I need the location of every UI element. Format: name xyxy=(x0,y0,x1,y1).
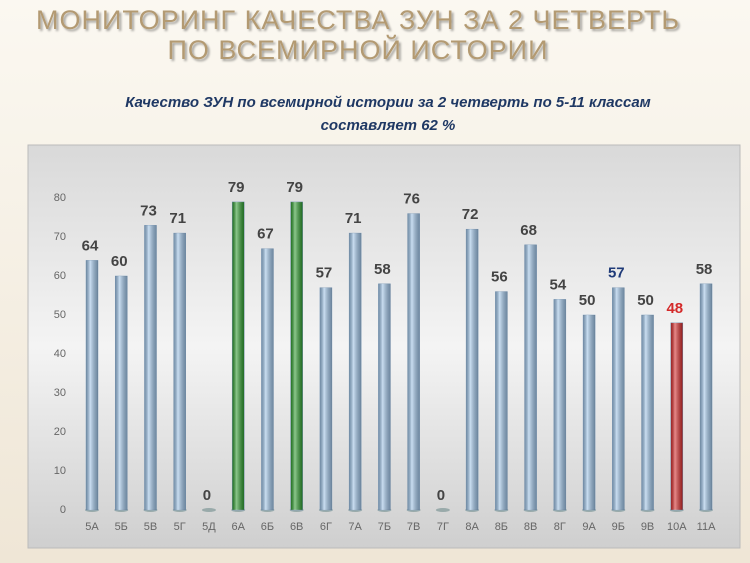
x-tick-label: 7Г xyxy=(437,521,449,533)
x-tick-label: 7В xyxy=(407,521,420,533)
value-label: 57 xyxy=(316,265,333,282)
bar-shine xyxy=(349,233,362,510)
x-tick-label: 7Б xyxy=(378,521,391,533)
bar-shine xyxy=(700,283,713,510)
x-tick-label: 6Г xyxy=(320,521,332,533)
x-tick-label: 5Г xyxy=(174,521,186,533)
x-tick-label: 6А xyxy=(231,521,245,533)
title-line: ПО ВСЕМИРНОЙ ИСТОРИИ xyxy=(168,34,549,65)
x-tick-label: 8А xyxy=(465,521,479,533)
value-label: 68 xyxy=(520,222,537,239)
x-tick-label: 7А xyxy=(348,521,362,533)
x-tick-label: 9Б xyxy=(612,521,625,533)
bar-shine xyxy=(378,283,391,510)
x-tick-label: 6Б xyxy=(261,521,274,533)
bar-shine xyxy=(466,229,479,510)
subtitle-line: составляет 62 % xyxy=(321,117,456,134)
value-label: 54 xyxy=(549,276,566,293)
value-label: 79 xyxy=(228,179,245,196)
x-tick-label: 10А xyxy=(667,521,687,533)
x-tick-label: 5Б xyxy=(115,521,128,533)
value-label: 73 xyxy=(140,202,157,219)
value-label: 50 xyxy=(579,292,596,309)
y-tick-label: 40 xyxy=(54,348,66,360)
subtitle-line: Качество ЗУН по всемирной истории за 2 ч… xyxy=(125,94,651,111)
value-label: 0 xyxy=(437,487,445,504)
title-line: МОНИТОРИНГ КАЧЕСТВА ЗУН ЗА 2 ЧЕТВЕРТЬ xyxy=(36,5,680,35)
y-tick-label: 50 xyxy=(54,309,66,321)
bar-base xyxy=(201,508,216,512)
value-label: 72 xyxy=(462,206,479,223)
bar-shine xyxy=(173,233,186,510)
x-tick-label: 6В xyxy=(290,521,303,533)
value-label: 57 xyxy=(608,265,625,282)
bar-shine xyxy=(583,315,596,510)
y-tick-label: 80 xyxy=(54,192,66,204)
bar-shine xyxy=(641,315,654,510)
bar-shine xyxy=(407,213,420,510)
y-tick-label: 70 xyxy=(54,231,66,243)
x-tick-label: 9А xyxy=(582,521,596,533)
bar-shine xyxy=(553,299,566,510)
bar-base xyxy=(435,508,450,512)
value-label: 56 xyxy=(491,269,508,286)
value-label: 58 xyxy=(374,261,391,278)
bar-shine xyxy=(524,244,537,511)
bar-shine xyxy=(290,201,303,510)
value-label: 71 xyxy=(345,210,362,227)
y-tick-label: 60 xyxy=(54,270,66,282)
value-label: 79 xyxy=(286,179,303,196)
x-tick-label: 8Г xyxy=(554,521,566,533)
x-tick-label: 5Д xyxy=(202,521,216,533)
bar-shine xyxy=(144,225,157,511)
value-label: 67 xyxy=(257,226,274,243)
x-tick-label: 9В xyxy=(641,521,654,533)
value-label: 50 xyxy=(637,292,654,309)
bar-shine xyxy=(612,287,625,510)
bar-shine xyxy=(115,276,128,510)
y-tick-label: 30 xyxy=(54,387,66,399)
y-tick-label: 0 xyxy=(60,504,66,516)
value-label: 58 xyxy=(696,261,713,278)
value-label: 64 xyxy=(82,237,99,254)
x-tick-label: 8В xyxy=(524,521,537,533)
value-label: 76 xyxy=(403,191,420,208)
x-tick-label: 11А xyxy=(697,521,716,533)
y-tick-label: 10 xyxy=(54,465,66,477)
value-label: 60 xyxy=(111,253,128,270)
x-tick-label: 5А xyxy=(85,521,99,533)
bar-shine xyxy=(670,322,683,510)
bar-shine xyxy=(319,287,332,510)
bar-shine xyxy=(495,291,508,510)
value-label: 48 xyxy=(666,300,683,317)
bar-shine xyxy=(261,248,274,510)
value-label: 71 xyxy=(169,210,186,227)
x-tick-label: 8Б xyxy=(495,521,508,533)
bar-shine xyxy=(86,260,98,510)
x-tick-label: 5В xyxy=(144,521,157,533)
bar-shine xyxy=(232,201,245,510)
value-label: 0 xyxy=(203,487,211,504)
y-tick-label: 20 xyxy=(54,426,66,438)
